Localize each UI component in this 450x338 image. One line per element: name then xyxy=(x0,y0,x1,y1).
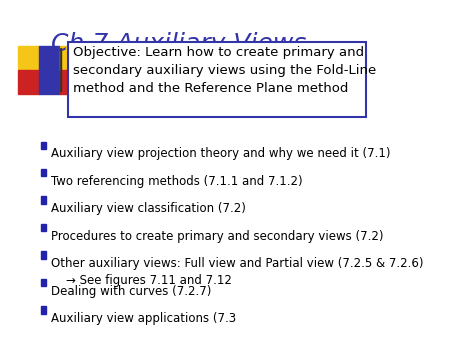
Bar xyxy=(40,251,45,259)
Text: Dealing with curves (7.2.7): Dealing with curves (7.2.7) xyxy=(50,285,211,298)
Bar xyxy=(60,46,68,70)
Text: Auxiliary view applications (7.3: Auxiliary view applications (7.3 xyxy=(50,312,236,325)
Bar xyxy=(40,279,45,286)
Bar xyxy=(40,307,45,314)
Text: Other auxiliary views: Full view and Partial view (7.2.5 & 7.2.6)
    → See figu: Other auxiliary views: Full view and Par… xyxy=(50,257,423,287)
Text: Objective: Learn how to create primary and
secondary auxiliary views using the F: Objective: Learn how to create primary a… xyxy=(73,46,377,95)
Bar xyxy=(18,70,39,94)
Bar xyxy=(40,224,45,231)
Text: Auxiliary view projection theory and why we need it (7.1): Auxiliary view projection theory and why… xyxy=(50,147,390,160)
Bar xyxy=(39,46,60,70)
Bar xyxy=(18,46,39,70)
Text: Procedures to create primary and secondary views (7.2): Procedures to create primary and seconda… xyxy=(50,230,383,243)
Bar xyxy=(40,142,45,149)
Bar xyxy=(68,42,366,117)
Bar xyxy=(39,70,60,94)
Bar xyxy=(40,169,45,176)
Bar xyxy=(60,70,68,94)
Bar xyxy=(40,196,45,204)
Text: Auxiliary view classification (7.2): Auxiliary view classification (7.2) xyxy=(50,202,245,215)
Text: Ch.7 Auxiliary Views: Ch.7 Auxiliary Views xyxy=(50,31,306,55)
Text: Two referencing methods (7.1.1 and 7.1.2): Two referencing methods (7.1.1 and 7.1.2… xyxy=(50,175,302,188)
